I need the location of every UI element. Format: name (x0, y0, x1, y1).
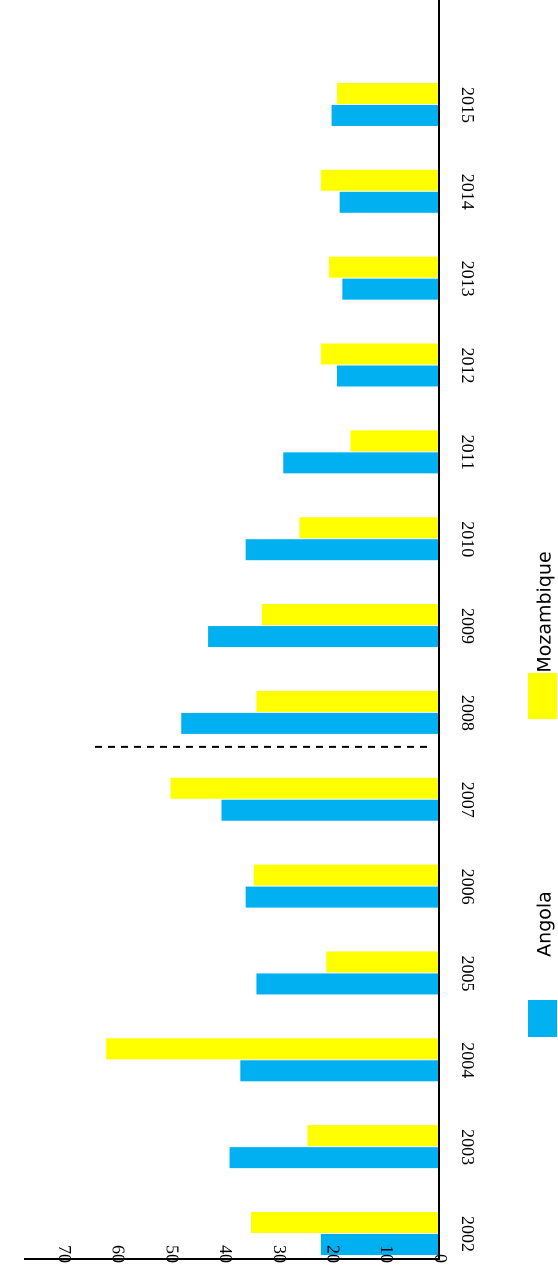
bar-mozambique-2003 (307, 1125, 439, 1147)
tick-label-50: 50 (162, 1245, 182, 1263)
bar-mozambique-2013 (328, 256, 439, 278)
tick-label-30: 30 (270, 1245, 290, 1263)
bar-mozambique-2014 (320, 169, 439, 191)
bar-angola-2005 (256, 973, 439, 995)
bar-mozambique-2008 (256, 690, 439, 712)
bar-mozambique-2015 (336, 82, 439, 104)
legend: Angola Mozambique (528, 551, 557, 1037)
tick-label-60: 60 (109, 1245, 129, 1263)
bar-angola-2014 (339, 191, 439, 213)
bar-angola-2002 (320, 1234, 439, 1255)
bar-angola-2008 (181, 712, 440, 734)
bar-mozambique-2007 (170, 777, 439, 799)
bar-angola-2006 (245, 886, 439, 908)
category-label-2009: 2009 (458, 608, 478, 644)
bar-angola-2010 (245, 539, 439, 561)
legend-swatch-mozambique (528, 673, 557, 719)
bars-group (106, 82, 440, 1255)
tick-label-70: 70 (55, 1245, 75, 1263)
tick-label-40: 40 (216, 1245, 236, 1263)
category-label-2010: 2010 (458, 521, 478, 557)
category-label-2015: 2015 (458, 87, 478, 123)
category-label-2007: 2007 (458, 782, 478, 818)
tick-label-0: 0 (431, 1254, 451, 1263)
bar-angola-2011 (283, 452, 439, 474)
bar-mozambique-2010 (299, 517, 439, 539)
category-label-2011: 2011 (458, 435, 478, 470)
category-label-2002: 2002 (458, 1216, 478, 1252)
legend-label-angola: Angola (534, 891, 556, 957)
tick-label-20: 20 (323, 1245, 343, 1263)
bar-mozambique-2002 (251, 1212, 439, 1233)
bar-mozambique-2004 (106, 1038, 439, 1060)
category-label-2006: 2006 (458, 869, 478, 905)
bar-angola-2009 (208, 626, 439, 648)
bar-mozambique-2006 (253, 864, 439, 886)
bar-angola-2012 (336, 365, 439, 387)
category-label-2012: 2012 (458, 348, 478, 384)
bar-angola-2013 (342, 278, 439, 300)
category-label-2008: 2008 (458, 695, 478, 731)
bar-angola-2004 (240, 1060, 439, 1082)
value-ticks-group: 0 10 20 30 40 50 60 70 (55, 1245, 451, 1263)
bar-mozambique-2011 (350, 430, 439, 452)
legend-swatch-angola (528, 1000, 557, 1037)
bar-mozambique-2009 (261, 604, 439, 626)
bar-angola-2007 (221, 799, 439, 821)
bar-angola-2003 (229, 1147, 439, 1169)
tick-label-10: 10 (377, 1245, 397, 1263)
category-label-2003: 2003 (458, 1129, 478, 1165)
category-labels-group: 2002 2003 2004 2005 2006 2007 2008 2009 2010 2011… (458, 87, 478, 1252)
category-label-2005: 2005 (458, 955, 478, 991)
category-label-2013: 2013 (458, 261, 478, 297)
legend-label-mozambique: Mozambique (534, 551, 556, 672)
category-label-2014: 2014 (458, 174, 478, 210)
bar-mozambique-2005 (326, 951, 439, 973)
bar-mozambique-2012 (320, 343, 439, 365)
category-label-2004: 2004 (458, 1042, 478, 1078)
bar-angola-2015 (331, 104, 439, 126)
